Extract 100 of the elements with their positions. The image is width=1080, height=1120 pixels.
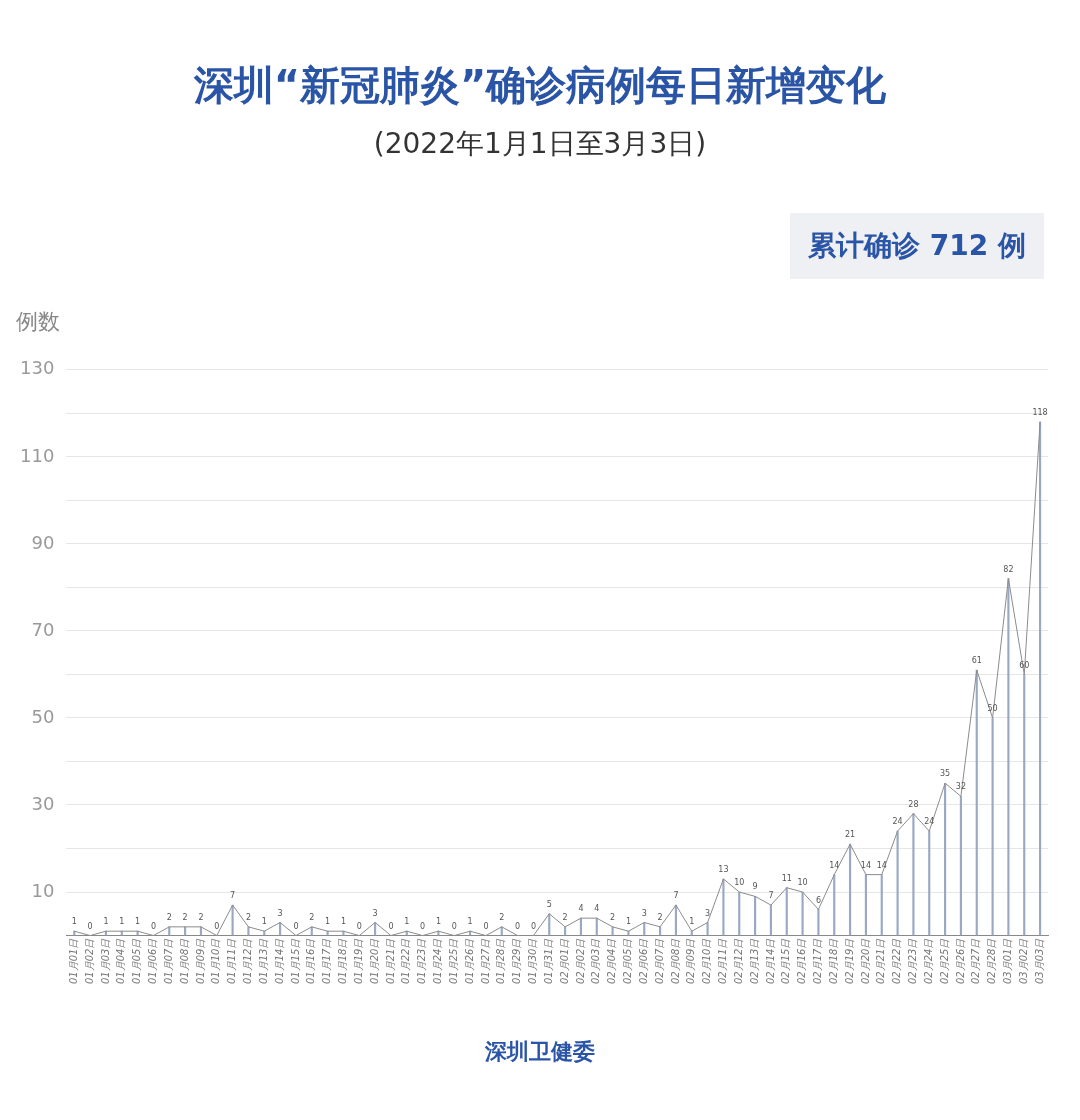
x-tick-label: 02月23日 bbox=[907, 937, 919, 984]
data-label: 2 bbox=[166, 912, 172, 922]
x-tick-label: 02月26日 bbox=[954, 937, 966, 984]
x-tick-label: 02月08日 bbox=[669, 937, 681, 984]
x-tick-label: 01月09日 bbox=[194, 937, 206, 984]
data-label: 2 bbox=[198, 912, 204, 922]
bar bbox=[817, 909, 820, 936]
bar bbox=[880, 874, 883, 936]
x-tick-label: 01月30日 bbox=[527, 937, 539, 984]
x-tick-label: 02月07日 bbox=[653, 937, 665, 984]
data-label: 60 bbox=[1019, 660, 1030, 670]
x-tick-label: 02月15日 bbox=[780, 937, 792, 984]
x-tick-label: 01月18日 bbox=[337, 937, 349, 984]
data-label: 0 bbox=[150, 921, 156, 931]
x-tick-label: 02月25日 bbox=[938, 937, 950, 984]
y-tick-label: 110 bbox=[20, 444, 55, 466]
chart-subtitle: (2022年1月1日至3月3日) bbox=[372, 126, 708, 162]
x-tick-label: 02月02日 bbox=[574, 937, 586, 984]
x-tick-label: 02月19日 bbox=[843, 937, 855, 984]
x-tick-label: 01月11日 bbox=[226, 937, 238, 984]
data-label: 1 bbox=[404, 917, 410, 927]
x-tick-label: 02月06日 bbox=[637, 937, 649, 984]
x-tick-label: 01月15日 bbox=[289, 937, 301, 984]
data-label: 1 bbox=[325, 917, 331, 927]
x-tick-label: 01月10日 bbox=[210, 937, 222, 984]
data-label: 32 bbox=[955, 782, 967, 792]
x-tick-label: 01月28日 bbox=[495, 937, 507, 984]
data-label: 10 bbox=[734, 878, 745, 888]
x-tick-label: 01月23日 bbox=[416, 937, 428, 984]
data-label: 2 bbox=[499, 912, 505, 922]
data-label: 14 bbox=[860, 860, 872, 870]
x-tick-label: 02月17日 bbox=[812, 937, 824, 984]
data-label: 35 bbox=[939, 769, 951, 779]
x-tick-label: 02月22日 bbox=[891, 937, 903, 984]
data-label: 1 bbox=[435, 917, 441, 927]
bar bbox=[864, 874, 867, 936]
y-axis-title: 例数 bbox=[16, 308, 61, 336]
x-tick-label: 01月17日 bbox=[321, 937, 333, 984]
x-tick-label: 03月01日 bbox=[1002, 937, 1014, 984]
x-tick-label: 01月27日 bbox=[479, 937, 491, 984]
data-label: 118 bbox=[1032, 408, 1048, 418]
x-tick-label: 01月12日 bbox=[242, 937, 254, 984]
x-tick-label: 01月29日 bbox=[511, 937, 523, 984]
data-label: 0 bbox=[483, 921, 489, 931]
data-label: 2 bbox=[245, 912, 251, 922]
bar bbox=[912, 813, 915, 936]
x-tick-label: 02月09日 bbox=[685, 937, 697, 984]
data-label: 10 bbox=[797, 878, 808, 888]
x-tick-label: 03月02日 bbox=[1017, 937, 1029, 984]
bar bbox=[959, 795, 962, 936]
data-label: 4 bbox=[594, 904, 600, 914]
x-tick-label: 01月31日 bbox=[542, 937, 554, 984]
data-label: 50 bbox=[987, 704, 998, 714]
x-tick-label: 02月14日 bbox=[764, 937, 776, 984]
x-tick-label: 01月08日 bbox=[178, 937, 190, 984]
x-tick-label: 02月27日 bbox=[970, 937, 982, 984]
data-label: 2 bbox=[610, 912, 616, 922]
data-label: 0 bbox=[214, 921, 220, 931]
data-label: 0 bbox=[356, 921, 362, 931]
chart-title: 深圳“新冠肺炎”确诊病例每日新增变化 bbox=[192, 61, 888, 110]
x-tick-label: 01月01日 bbox=[67, 937, 79, 984]
data-label: 7 bbox=[230, 891, 236, 901]
x-tick-label: 02月11日 bbox=[717, 937, 729, 984]
data-label: 3 bbox=[705, 908, 711, 918]
data-label: 0 bbox=[451, 921, 457, 931]
data-label: 0 bbox=[388, 921, 394, 931]
data-label: 1 bbox=[71, 917, 77, 927]
bar bbox=[738, 891, 741, 936]
data-label: 0 bbox=[87, 921, 93, 931]
data-label: 1 bbox=[103, 917, 109, 927]
y-tick-label: 130 bbox=[20, 357, 55, 379]
y-tick-label: 30 bbox=[31, 792, 55, 814]
x-tick-label: 01月24日 bbox=[432, 937, 444, 984]
x-tick-label: 01月06日 bbox=[147, 937, 159, 984]
bar bbox=[1023, 674, 1026, 936]
data-label: 24 bbox=[892, 817, 903, 827]
x-tick-label: 02月10日 bbox=[701, 937, 713, 984]
y-tick-label: 50 bbox=[31, 705, 55, 727]
x-tick-label: 01月05日 bbox=[131, 937, 143, 984]
bar bbox=[991, 717, 994, 936]
y-tick-label: 70 bbox=[31, 618, 55, 640]
data-label: 0 bbox=[420, 921, 426, 931]
bar bbox=[1007, 578, 1010, 936]
data-label: 24 bbox=[924, 817, 935, 827]
data-label: 3 bbox=[277, 908, 283, 918]
x-tick-label: 02月28日 bbox=[986, 937, 998, 984]
data-label: 1 bbox=[340, 917, 346, 927]
bar bbox=[928, 830, 931, 936]
x-tick-label: 02月21日 bbox=[875, 937, 887, 984]
x-tick-label: 01月25日 bbox=[447, 937, 459, 984]
text: 深圳卫健委 bbox=[484, 1038, 596, 1066]
data-label: 7 bbox=[673, 891, 679, 901]
data-label: 0 bbox=[515, 921, 521, 931]
x-tick-label: 01月22日 bbox=[400, 937, 412, 984]
data-label: 1 bbox=[261, 917, 267, 927]
y-tick-label: 90 bbox=[31, 531, 55, 553]
x-tick-label: 02月20日 bbox=[859, 937, 871, 984]
bar bbox=[944, 782, 947, 936]
x-tick-label: 01月21日 bbox=[384, 937, 396, 984]
x-tick-label: 02月18日 bbox=[827, 937, 839, 984]
